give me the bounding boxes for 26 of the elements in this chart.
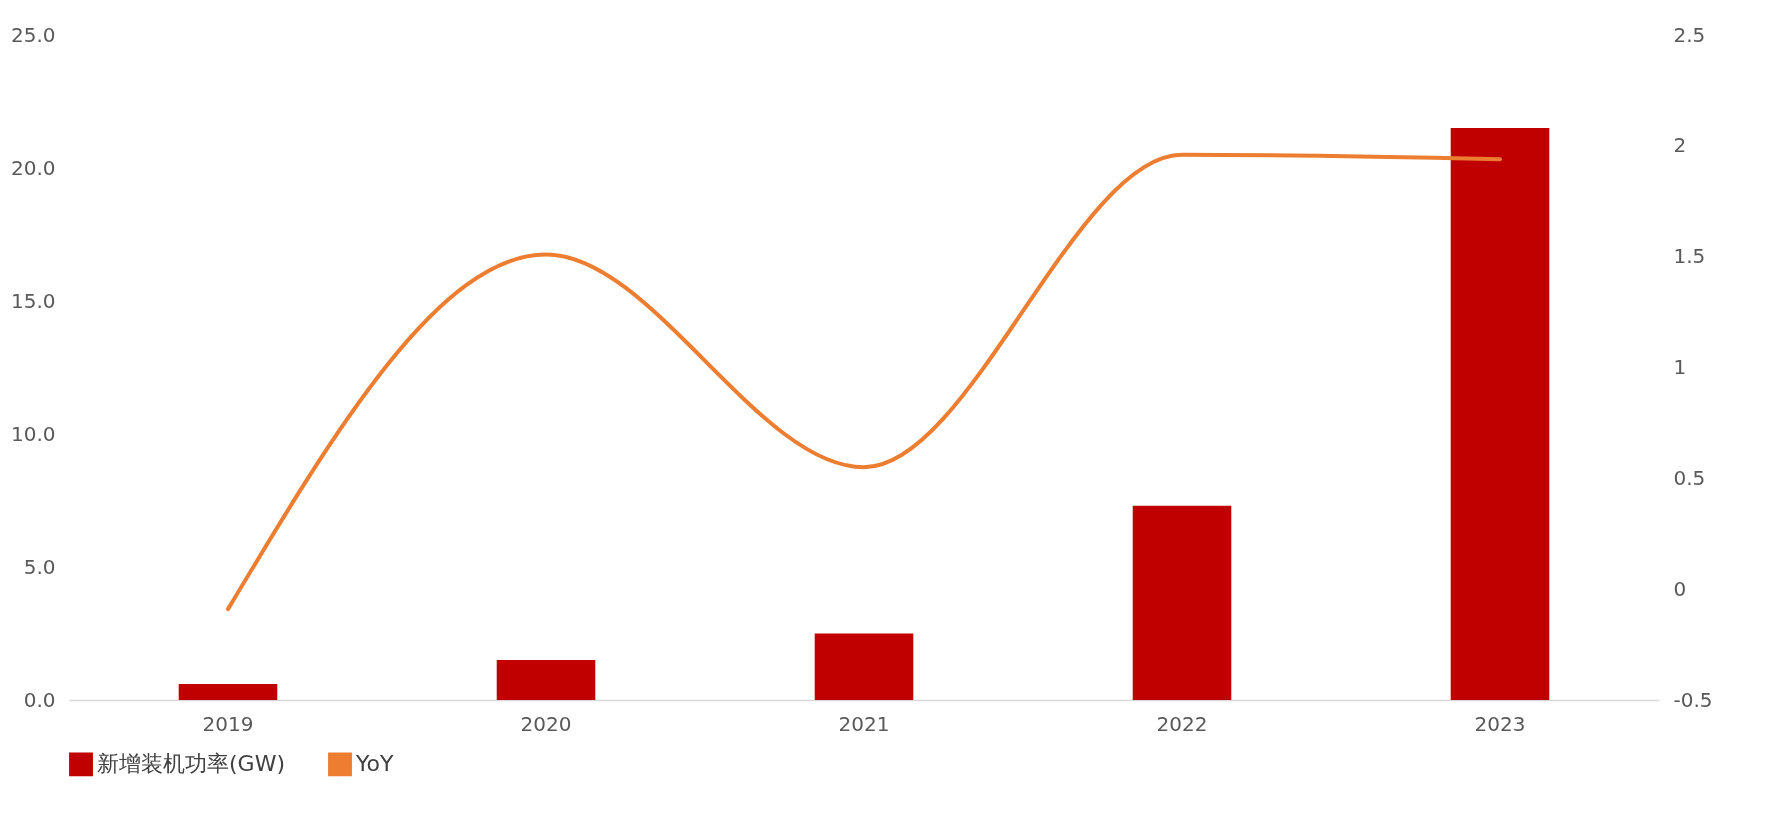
legend-label: YoY bbox=[355, 751, 394, 777]
y-tick-label: 10.0 bbox=[10, 421, 56, 446]
x-tick-label: 2019 bbox=[202, 711, 254, 736]
legend-label: 新增装机功率(GW) bbox=[97, 751, 285, 777]
x-tick-label: 2023 bbox=[1474, 711, 1526, 736]
y-tick-label: 5.0 bbox=[23, 554, 56, 579]
y2-tick-label: 1 bbox=[1673, 355, 1687, 379]
x-tick-label: 2021 bbox=[838, 711, 890, 736]
y2-tick-label: 2 bbox=[1673, 133, 1687, 158]
y2-tick-label: 1.5 bbox=[1673, 244, 1706, 269]
bar bbox=[178, 684, 278, 700]
y-tick-label: 15.0 bbox=[10, 288, 56, 313]
y2-tick-label: 2.5 bbox=[1673, 22, 1706, 47]
y2-tick-label: 0 bbox=[1673, 576, 1687, 601]
bar bbox=[496, 660, 596, 700]
y-tick-label: 0.0 bbox=[23, 687, 56, 712]
x-tick-label: 2020 bbox=[520, 711, 572, 736]
x-tick-label: 2022 bbox=[1156, 711, 1208, 736]
y-tick-label: 25.0 bbox=[10, 22, 56, 47]
bar bbox=[814, 633, 914, 700]
y2-tick-label: 0.5 bbox=[1673, 465, 1706, 490]
y-tick-label: 20.0 bbox=[10, 155, 56, 180]
line-series bbox=[226, 152, 1502, 612]
bar bbox=[1450, 128, 1550, 700]
y2-tick-label: -0.5 bbox=[1673, 687, 1713, 712]
bar bbox=[1132, 505, 1232, 700]
